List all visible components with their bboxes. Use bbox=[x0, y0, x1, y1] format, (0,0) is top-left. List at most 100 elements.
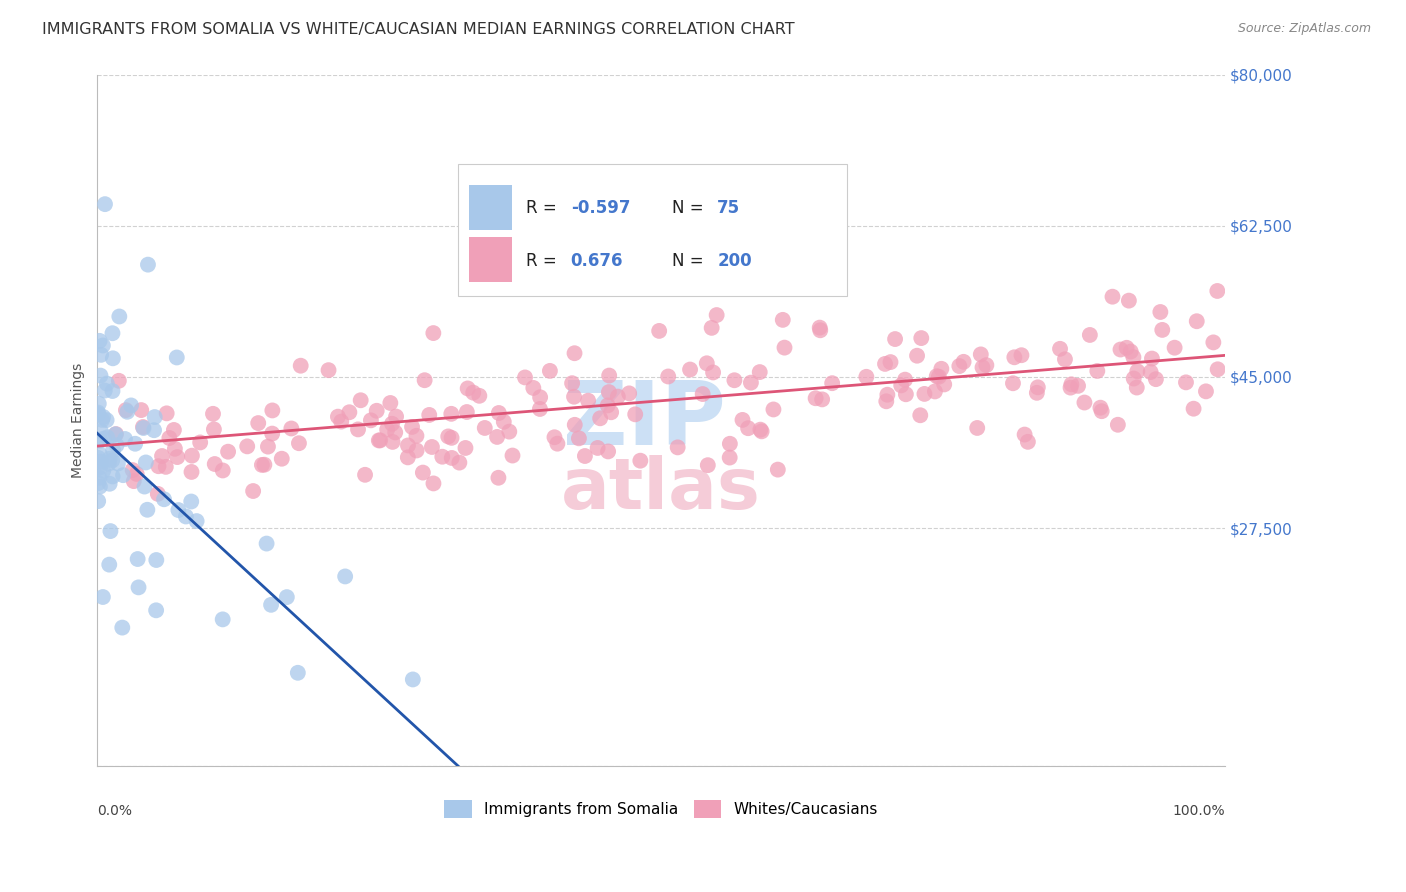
Text: IMMIGRANTS FROM SOMALIA VS WHITE/CAUCASIAN MEDIAN EARNINGS CORRELATION CHART: IMMIGRANTS FROM SOMALIA VS WHITE/CAUCASI… bbox=[42, 22, 794, 37]
Text: atlas: atlas bbox=[561, 455, 761, 524]
Point bbox=[87, 450, 110, 465]
Point bbox=[1163, 341, 1185, 355]
Point bbox=[155, 459, 177, 474]
Point bbox=[564, 346, 586, 360]
Point bbox=[1078, 328, 1101, 343]
Point bbox=[396, 450, 419, 465]
Point bbox=[875, 394, 897, 409]
Point bbox=[970, 347, 993, 361]
Point bbox=[156, 406, 179, 420]
Point bbox=[1126, 364, 1149, 378]
Point bbox=[166, 351, 188, 365]
Point bbox=[145, 553, 167, 567]
Point bbox=[564, 417, 586, 432]
Text: N =: N = bbox=[672, 199, 709, 217]
Point bbox=[1085, 364, 1108, 378]
Text: ZIP: ZIP bbox=[562, 376, 725, 464]
Point bbox=[1014, 427, 1036, 442]
Point bbox=[454, 441, 477, 455]
Point bbox=[1107, 417, 1129, 432]
Point bbox=[186, 514, 208, 528]
Point bbox=[966, 421, 988, 435]
Point bbox=[98, 451, 121, 466]
Point bbox=[808, 320, 831, 334]
Point bbox=[1149, 305, 1171, 319]
Point bbox=[1017, 434, 1039, 449]
Point bbox=[134, 479, 156, 493]
Point bbox=[396, 438, 419, 452]
Point bbox=[163, 442, 186, 456]
Point bbox=[202, 422, 225, 436]
Point bbox=[290, 359, 312, 373]
Point bbox=[1049, 342, 1071, 356]
Point bbox=[894, 387, 917, 401]
Point bbox=[101, 351, 124, 366]
Point bbox=[413, 373, 436, 387]
Point bbox=[910, 409, 932, 423]
Point bbox=[1115, 341, 1137, 355]
Point bbox=[117, 405, 139, 419]
Point bbox=[948, 359, 970, 373]
Point bbox=[89, 448, 111, 462]
Point bbox=[250, 458, 273, 472]
Point bbox=[596, 398, 619, 412]
Legend: Immigrants from Somalia, Whites/Caucasians: Immigrants from Somalia, Whites/Caucasia… bbox=[439, 794, 884, 824]
Point bbox=[546, 436, 568, 450]
Point bbox=[97, 457, 120, 471]
Point bbox=[905, 349, 928, 363]
Point bbox=[136, 258, 159, 272]
Point bbox=[731, 413, 754, 427]
Point bbox=[405, 443, 427, 458]
Point bbox=[876, 388, 898, 402]
Point bbox=[420, 440, 443, 454]
Y-axis label: Median Earnings: Median Earnings bbox=[72, 362, 86, 478]
Point bbox=[288, 436, 311, 450]
Point bbox=[91, 338, 114, 352]
Point bbox=[89, 460, 111, 475]
Point bbox=[146, 487, 169, 501]
Point bbox=[1122, 371, 1144, 385]
Point bbox=[211, 612, 233, 626]
Point bbox=[1206, 284, 1229, 298]
Point bbox=[1140, 351, 1163, 366]
Point bbox=[696, 458, 718, 473]
Point bbox=[180, 465, 202, 479]
Point bbox=[890, 378, 912, 392]
Point bbox=[808, 323, 831, 337]
Text: R =: R = bbox=[526, 199, 561, 217]
Point bbox=[568, 431, 591, 445]
Point bbox=[90, 424, 112, 438]
Point bbox=[1073, 395, 1095, 409]
Point bbox=[107, 457, 129, 471]
Point bbox=[96, 430, 118, 444]
Point bbox=[354, 467, 377, 482]
Point bbox=[702, 366, 724, 380]
Point bbox=[1059, 381, 1081, 395]
Point bbox=[101, 384, 124, 398]
Point bbox=[91, 590, 114, 604]
Point bbox=[751, 425, 773, 439]
Point bbox=[696, 356, 718, 370]
Point bbox=[952, 355, 974, 369]
Point bbox=[804, 391, 827, 405]
Point bbox=[101, 443, 124, 458]
Point bbox=[368, 434, 391, 448]
Point bbox=[1091, 404, 1114, 418]
Point bbox=[174, 509, 197, 524]
Point bbox=[153, 492, 176, 507]
Point bbox=[606, 390, 628, 404]
Point bbox=[766, 462, 789, 476]
Point bbox=[280, 421, 302, 435]
Point bbox=[402, 673, 425, 687]
FancyBboxPatch shape bbox=[470, 186, 512, 230]
Point bbox=[211, 463, 233, 477]
Text: 75: 75 bbox=[717, 199, 741, 217]
Point bbox=[101, 326, 124, 341]
Point bbox=[648, 324, 671, 338]
Point bbox=[617, 386, 640, 401]
Point bbox=[98, 558, 121, 572]
Point bbox=[96, 413, 118, 427]
FancyBboxPatch shape bbox=[458, 164, 846, 296]
Point bbox=[418, 408, 440, 422]
Point bbox=[108, 374, 131, 388]
